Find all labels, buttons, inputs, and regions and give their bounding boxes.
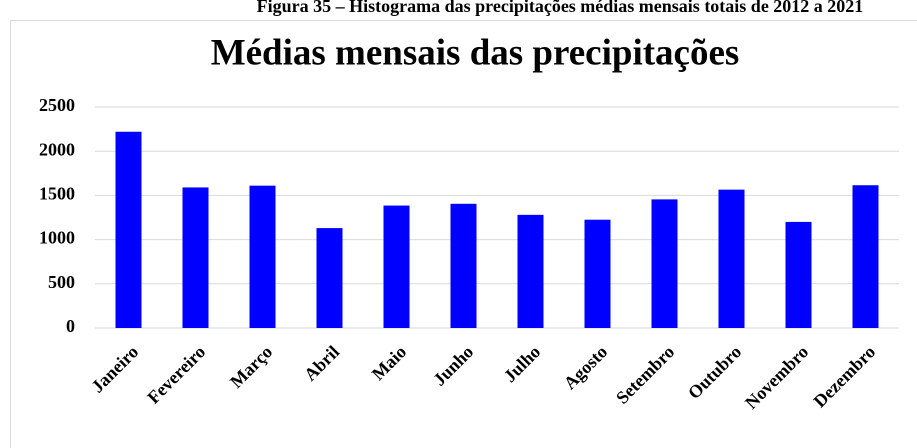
y-tick-label: 0 bbox=[66, 316, 75, 336]
chart-title: Médias mensais das precipitações bbox=[211, 32, 740, 73]
bar bbox=[115, 131, 142, 328]
y-tick-label: 2000 bbox=[39, 139, 75, 159]
bar bbox=[316, 228, 343, 328]
x-tick-label: Junho bbox=[429, 342, 477, 390]
y-tick-label: 500 bbox=[48, 272, 75, 292]
bar bbox=[450, 203, 477, 328]
bar bbox=[383, 205, 410, 328]
bar bbox=[249, 185, 276, 328]
x-tick-label: Janeiro bbox=[87, 342, 142, 397]
bar bbox=[182, 187, 209, 328]
y-tick-label: 2500 bbox=[39, 95, 75, 115]
x-tick-label: Março bbox=[226, 342, 276, 392]
bar bbox=[785, 221, 812, 328]
x-tick-label: Novembro bbox=[741, 342, 812, 413]
bar bbox=[651, 199, 678, 328]
x-tick-label: Abril bbox=[300, 342, 343, 385]
figure-caption: Figura 35 – Histograma das precipitações… bbox=[257, 0, 864, 16]
x-tick-label: Setembro bbox=[612, 342, 678, 408]
x-tick-label: Julho bbox=[500, 342, 545, 387]
x-tick-label: Dezembro bbox=[809, 342, 879, 412]
bar bbox=[517, 214, 544, 328]
bar bbox=[852, 185, 879, 328]
x-tick-label: Agosto bbox=[560, 342, 612, 394]
bar bbox=[584, 219, 611, 328]
chart-border bbox=[10, 20, 917, 448]
y-tick-label: 1500 bbox=[39, 184, 75, 204]
bar bbox=[718, 189, 745, 328]
x-tick-label: Maio bbox=[368, 342, 410, 384]
y-tick-label: 1000 bbox=[39, 228, 75, 248]
x-tick-label: Outubro bbox=[684, 342, 745, 403]
x-tick-label: Fevereiro bbox=[143, 342, 209, 408]
